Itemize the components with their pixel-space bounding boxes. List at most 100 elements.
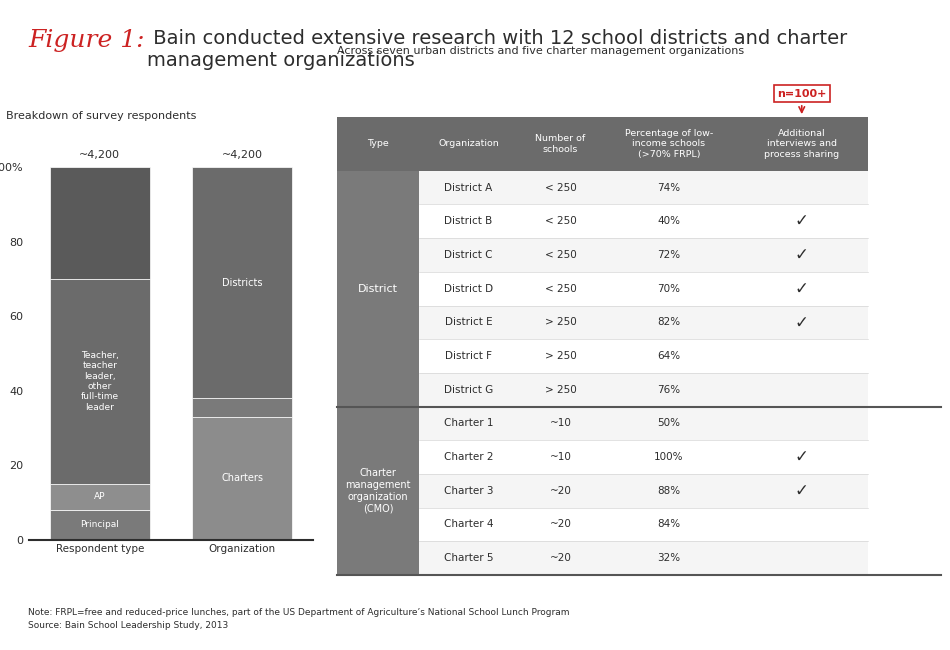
Bar [602,373,735,406]
Text: ✓: ✓ [795,448,808,466]
Bar [519,406,602,440]
Bar [519,306,602,339]
Bar [519,171,602,205]
Bar [519,474,602,508]
Text: Charter 2: Charter 2 [444,452,493,462]
Text: ~4,200: ~4,200 [79,150,121,160]
Text: Number of
schools: Number of schools [536,134,585,153]
Bar [602,272,735,306]
Bar [519,238,602,272]
Text: Charters: Charters [221,473,263,483]
Bar [337,117,419,171]
Bar [735,373,868,406]
Text: Principal: Principal [81,520,119,529]
Bar [519,339,602,373]
Text: 32%: 32% [657,553,680,563]
Text: < 250: < 250 [544,216,577,226]
Bar [192,398,292,417]
Bar [49,510,149,540]
Bar [337,171,419,406]
Bar [519,508,602,541]
Text: Source: Bain School Leadership Study, 2013: Source: Bain School Leadership Study, 20… [28,621,229,630]
Bar [602,238,735,272]
Text: 100%: 100% [655,452,684,462]
Bar [519,205,602,238]
Text: Districts: Districts [222,278,262,288]
Text: Charter 3: Charter 3 [444,486,493,496]
Bar [735,474,868,508]
Text: Note: FRPL=free and reduced-price lunches, part of the US Department of Agricult: Note: FRPL=free and reduced-price lunche… [28,608,570,617]
Bar [735,117,868,171]
Bar [49,167,149,279]
Text: Teacher,
teacher
leader,
other
full-time
leader: Teacher, teacher leader, other full-time… [81,351,119,412]
Bar [419,238,519,272]
Bar [735,171,868,205]
Text: District C: District C [445,250,493,260]
Text: Type: Type [367,139,389,148]
Bar [49,484,149,510]
Text: Across seven urban districts and five charter management organizations: Across seven urban districts and five ch… [337,46,745,56]
Bar [602,406,735,440]
Bar [735,238,868,272]
Bar [735,306,868,339]
Text: ✓: ✓ [795,246,808,264]
Bar [519,272,602,306]
Bar [419,272,519,306]
Text: ✓: ✓ [795,280,808,298]
Bar [419,339,519,373]
Text: Percentage of low-
income schools
(>70% FRPL): Percentage of low- income schools (>70% … [625,129,713,159]
Bar [419,541,519,575]
Text: Bain conducted extensive research with 12 school districts and charter
managemen: Bain conducted extensive research with 1… [147,29,847,70]
Bar [735,406,868,440]
Bar [419,306,519,339]
Bar [602,440,735,474]
Bar [602,117,735,171]
Text: 84%: 84% [657,519,680,529]
Text: < 250: < 250 [544,283,577,294]
Text: < 250: < 250 [544,183,577,192]
Bar [735,440,868,474]
Bar [735,205,868,238]
Text: 88%: 88% [657,486,680,496]
Bar [735,339,868,373]
Bar [602,205,735,238]
Text: n=100+: n=100+ [777,88,826,99]
Text: District B: District B [445,216,493,226]
Bar [602,541,735,575]
Text: > 250: > 250 [544,351,577,361]
Text: Breakdown of survey respondents: Breakdown of survey respondents [6,111,196,121]
Bar [419,440,519,474]
Bar [419,508,519,541]
Text: ✓: ✓ [795,482,808,500]
Text: 40%: 40% [657,216,680,226]
Text: Additional
interviews and
process sharing: Additional interviews and process sharin… [764,129,839,159]
Text: ~10: ~10 [549,419,571,428]
Text: ~20: ~20 [549,519,571,529]
Bar [602,474,735,508]
Text: Figure 1:: Figure 1: [28,29,145,52]
Bar [419,474,519,508]
Text: District D: District D [444,283,493,294]
Bar [519,440,602,474]
Text: 76%: 76% [657,385,680,395]
Bar [419,117,519,171]
Text: ~4,200: ~4,200 [221,150,263,160]
Text: District: District [358,283,398,294]
Text: > 250: > 250 [544,385,577,395]
Text: Organization: Organization [438,139,499,148]
Text: Charter
management
organization
(CMO): Charter management organization (CMO) [345,468,410,513]
Text: District G: District G [444,385,493,395]
Text: < 250: < 250 [544,250,577,260]
Bar [602,339,735,373]
Text: Charter 5: Charter 5 [444,553,493,563]
Bar [735,508,868,541]
Text: ✓: ✓ [795,313,808,332]
Bar [192,167,292,398]
Bar [419,406,519,440]
Bar [735,541,868,575]
Bar [419,171,519,205]
Text: ~10: ~10 [549,452,571,462]
Text: District E: District E [445,317,492,328]
Bar [337,406,419,575]
Bar [519,373,602,406]
